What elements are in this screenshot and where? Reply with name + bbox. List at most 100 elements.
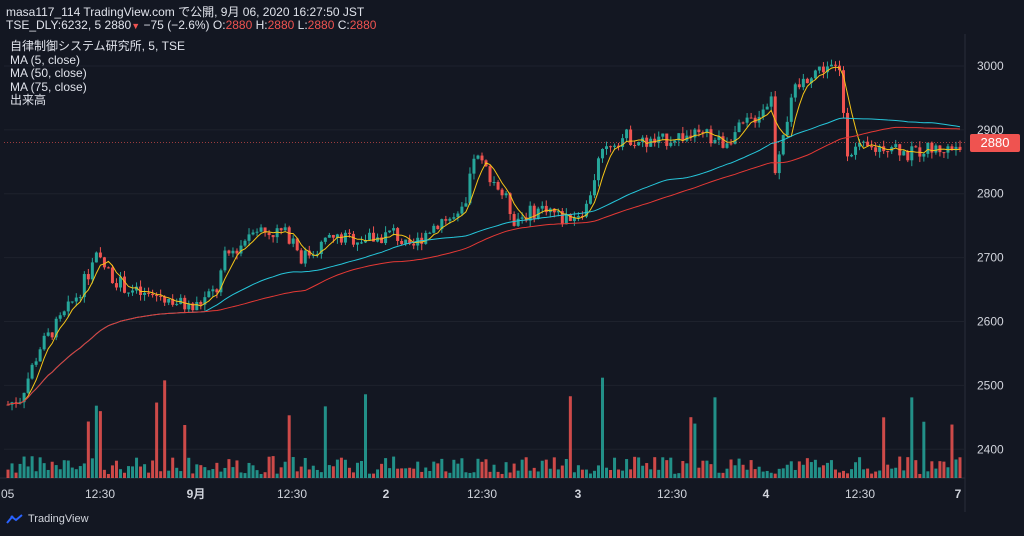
candle-body [155, 295, 159, 297]
volume-bar [854, 462, 858, 478]
volume-bar [858, 457, 862, 478]
volume-bar [283, 461, 287, 478]
candle-body [74, 297, 78, 302]
y-tick-label: 2700 [977, 251, 1004, 265]
volume-bar [540, 460, 544, 478]
volume-bar [942, 461, 946, 478]
volume-bar [384, 458, 388, 478]
volume-bar [267, 456, 271, 478]
volume-bar [528, 470, 532, 478]
volume-bar [239, 472, 243, 478]
candle-body [709, 129, 713, 144]
volume-bar [167, 470, 171, 478]
volume-bar [870, 473, 874, 478]
candle-body [629, 129, 633, 146]
candle-body [576, 216, 580, 218]
volume-bar [110, 465, 114, 478]
volume-bar [315, 469, 319, 478]
candle-body [476, 155, 480, 159]
candle-body [191, 303, 195, 311]
tradingview-branding[interactable]: TradingView [6, 513, 89, 525]
candle-body [805, 78, 809, 84]
candle-body [508, 193, 512, 215]
candle-body [725, 143, 729, 148]
symbol-quote-line: TSE_DLY:6232, 5 2880▼ −75 (−2.6%) O:2880… [6, 18, 376, 32]
volume-bar [560, 465, 564, 478]
candle-body [797, 84, 801, 88]
volume-bar [215, 462, 219, 478]
low-value: 2880 [307, 18, 335, 32]
volume-bar [930, 461, 934, 478]
volume-bar [669, 457, 673, 478]
volume-bar [207, 470, 211, 478]
candle-body [669, 142, 673, 146]
volume-bar [175, 467, 179, 478]
volume-bar [789, 461, 793, 478]
candle-body [532, 205, 536, 219]
volume-bar [380, 463, 384, 478]
price-chart[interactable]: 2400 2500 2600 2700 2800 2900 3000:05 12:30 9月 12… [0, 34, 1024, 512]
candle-body [793, 84, 797, 98]
volume-bar [878, 470, 882, 478]
volume-bar [203, 467, 207, 478]
volume-bar [275, 473, 279, 478]
volume-bar [368, 473, 372, 478]
candle-body [299, 250, 303, 264]
legend-ma50[interactable]: MA (50, close) [10, 66, 87, 80]
candle-body [456, 213, 460, 218]
volume-bar [488, 471, 492, 478]
volume-bar [440, 458, 444, 478]
legend-ma75[interactable]: MA (75, close) [10, 79, 87, 94]
volume-bar [689, 417, 693, 478]
candle-body [135, 286, 139, 291]
candle-body [613, 145, 617, 147]
legend-volume[interactable]: 出来高 [10, 93, 47, 107]
candle-body [540, 205, 544, 209]
candle-body [90, 262, 94, 280]
volume-bar [749, 460, 753, 478]
volume-bar [866, 468, 870, 478]
candle-body [785, 121, 789, 136]
candle-body [239, 245, 243, 254]
candle-body [866, 141, 870, 146]
y-tick-label: 2600 [977, 314, 1004, 328]
volume-bar [303, 457, 307, 478]
candle-body [400, 240, 404, 245]
candle-body [681, 133, 685, 141]
legend-ma5[interactable]: MA (5, close) [10, 52, 81, 67]
volume-bar [464, 472, 468, 478]
volume-bar [392, 456, 396, 478]
candle-body [179, 297, 183, 304]
x-tick-label: 3 [575, 487, 582, 501]
candle-body [6, 404, 10, 406]
volume-bar [191, 473, 195, 478]
candle-body [412, 243, 416, 246]
candle-body [862, 141, 866, 143]
volume-bar [733, 465, 737, 478]
volume-bar [323, 406, 327, 478]
candle-body [255, 231, 259, 233]
close-label: C: [337, 18, 350, 32]
volume-bar [98, 411, 102, 478]
candle-body [110, 267, 114, 284]
volume-bar [291, 457, 295, 478]
candle-body [368, 232, 372, 241]
candle-body [54, 318, 58, 338]
candle-body [689, 135, 693, 138]
candle-body [195, 302, 199, 311]
volume-bar [821, 465, 825, 478]
candle-body [536, 208, 540, 219]
volume-bar [938, 461, 942, 478]
candle-body [729, 143, 733, 145]
candle-body [327, 234, 331, 238]
volume-bar [705, 460, 709, 478]
candle-body [777, 154, 781, 174]
volume-bar [785, 464, 789, 478]
volume-bar [424, 467, 428, 478]
last-price-tag: 2880 [970, 134, 1020, 152]
volume-bar [339, 457, 343, 478]
candle-body [605, 146, 609, 150]
candle-body [347, 232, 351, 234]
candle-body [950, 146, 954, 151]
volume-bar [259, 473, 263, 478]
